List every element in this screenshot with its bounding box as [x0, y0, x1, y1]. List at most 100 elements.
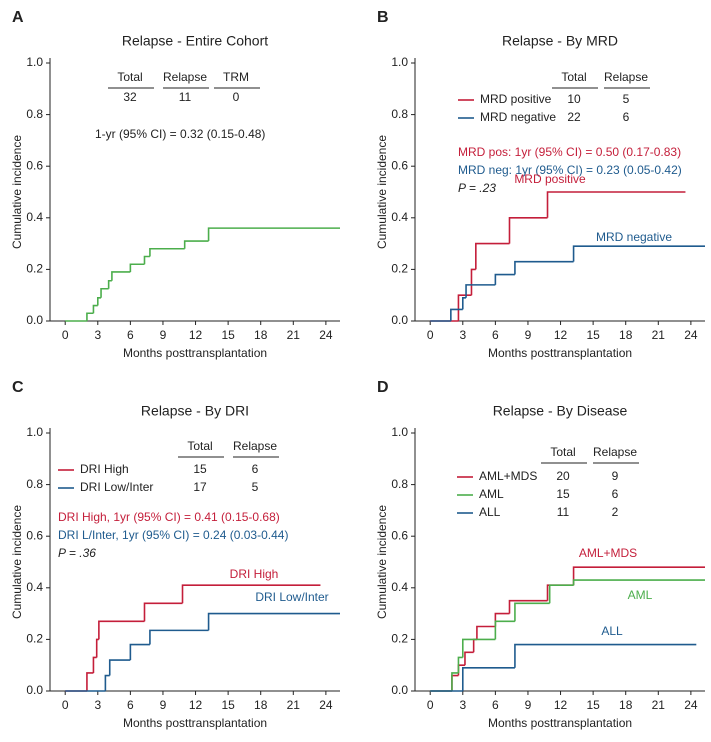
panel: A Relapse - Entire Cohort 0.0 0.2 0.4 0.6 0.8 1… [10, 9, 340, 360]
curve-step [508, 217, 548, 244]
panel-letter: A [12, 9, 24, 26]
x-tick-label: 18 [254, 698, 268, 712]
curve-label: ALL [601, 624, 623, 638]
curve-step [207, 612, 340, 631]
curve-step [572, 566, 705, 586]
curve-step [548, 584, 574, 604]
curve-step [572, 579, 705, 586]
curve-label: DRI Low/Inter [255, 590, 328, 604]
table-cell: 6 [623, 110, 630, 124]
x-tick-label: 6 [127, 328, 134, 342]
curve-label: DRI High [230, 567, 279, 581]
x-tick-label: 18 [619, 328, 633, 342]
x-tick-label: 3 [459, 328, 466, 342]
axes [414, 428, 705, 692]
x-tick-label: 3 [94, 328, 101, 342]
table-header: Relapse [163, 70, 207, 84]
table-header: Total [117, 70, 142, 84]
panel-letter: C [12, 379, 24, 396]
y-tick-label: 0.4 [391, 210, 408, 224]
x-tick-label: 6 [127, 698, 134, 712]
table-cell: 32 [123, 90, 137, 104]
x-tick-label: 9 [160, 328, 167, 342]
curve-step [451, 674, 459, 691]
table-cell: 5 [252, 480, 259, 494]
y-tick-label: 0.6 [26, 528, 43, 542]
y-tick-label: 0.8 [26, 477, 43, 491]
x-tick-label: 3 [94, 698, 101, 712]
y-tick-label: 0.2 [26, 632, 43, 646]
y-tick-label: 0.6 [26, 158, 43, 172]
x-tick-label: 12 [554, 328, 568, 342]
x-tick-label: 9 [160, 698, 167, 712]
x-tick-label: 21 [287, 698, 301, 712]
y-tick-label: 0.2 [391, 262, 408, 276]
x-tick-label: 0 [62, 698, 69, 712]
curve-step [457, 294, 472, 321]
axes [49, 58, 340, 322]
curve-step [108, 659, 131, 676]
panel: C Relapse - By DRI 0.0 0.2 0.4 0.6 0.8 1.0 0 3 6 9 1… [10, 379, 340, 730]
x-tick-label: 6 [492, 328, 499, 342]
curve-step [143, 255, 150, 265]
x-tick-label: 21 [287, 328, 301, 342]
curve-step [149, 247, 185, 257]
curve-step [572, 245, 705, 262]
x-tick-label: 9 [525, 698, 532, 712]
curve-step [450, 308, 463, 321]
curve-step [207, 227, 340, 242]
curve-step [465, 284, 496, 298]
curve-step [104, 674, 110, 691]
curve-step [475, 242, 510, 270]
x-tick-label: 3 [459, 698, 466, 712]
y-tick-label: 0.8 [391, 477, 408, 491]
curve-step [96, 296, 102, 306]
x-tick-label: 24 [684, 328, 698, 342]
x-tick-label: 24 [684, 698, 698, 712]
table-cell: 22 [567, 110, 581, 124]
x-tick-label: 15 [586, 328, 600, 342]
chart-title: Relapse - Entire Cohort [122, 33, 268, 49]
panel-letter: D [377, 379, 389, 396]
panel: B Relapse - By MRD 0.0 0.2 0.4 0.6 0.8 1.0 0 3 6 9 1… [375, 9, 705, 360]
curve-step [494, 620, 515, 640]
table-cell: 10 [567, 92, 581, 106]
y-axis-label: Cumulative incidence [10, 135, 24, 249]
curve-step [461, 638, 496, 658]
y-tick-label: 0.4 [26, 580, 43, 594]
curve-step [546, 191, 686, 218]
curve-step [149, 629, 209, 645]
annotation: MRD neg: 1yr (95% CI) = 0.23 (0.05-0.42) [458, 163, 682, 177]
x-tick-label: 18 [254, 328, 268, 342]
curve-step [472, 638, 477, 653]
x-axis-label: Months posttransplantation [488, 716, 632, 730]
x-tick-label: 12 [554, 698, 568, 712]
table-cell: 0 [233, 90, 240, 104]
x-tick-label: 21 [652, 698, 666, 712]
curve-step [461, 666, 515, 691]
curve-step [514, 260, 574, 275]
curve-step [514, 643, 697, 668]
y-tick-label: 0.0 [26, 313, 43, 327]
table-cell: 11 [557, 505, 570, 519]
curve-step [470, 268, 476, 296]
curve-step [100, 287, 109, 298]
y-tick-label: 0.8 [26, 107, 43, 121]
curve-label: AML [628, 588, 653, 602]
chart-title: Relapse - By Disease [493, 403, 628, 419]
y-tick-label: 1.0 [26, 425, 43, 439]
x-tick-label: 12 [189, 328, 203, 342]
curve-step [86, 312, 94, 321]
chart-title: Relapse - By DRI [141, 403, 249, 419]
table-cell: 5 [623, 92, 630, 106]
curve-step [129, 263, 145, 272]
annotation: DRI High, 1yr (95% CI) = 0.41 (0.15-0.68… [58, 510, 280, 524]
curve-step [508, 599, 548, 614]
table-cell: 9 [612, 469, 619, 483]
legend-label: DRI High [80, 462, 129, 476]
x-axis-label: Months posttransplantation [123, 346, 267, 360]
y-tick-label: 0.8 [391, 107, 408, 121]
curve-step [111, 271, 131, 281]
y-tick-label: 1.0 [26, 55, 43, 69]
table-cell: 20 [556, 469, 570, 483]
